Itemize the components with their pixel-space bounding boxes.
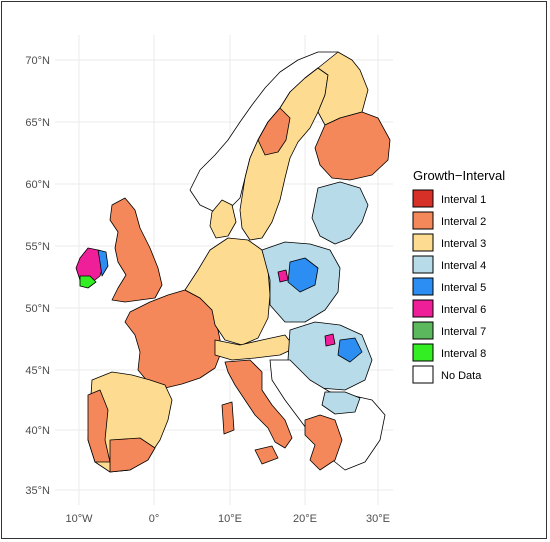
region-ireland (75, 247, 105, 285)
legend-swatch (412, 233, 434, 252)
lon-label: 10°E (218, 513, 242, 525)
legend-swatch (412, 299, 434, 318)
region-baltics (311, 181, 369, 245)
lon-label: 30°E (366, 513, 390, 525)
legend: Growth−Interval Interval 1 Interval 2 Inte… (412, 168, 505, 384)
region-sardinia (221, 401, 235, 435)
lat-label: 35°N (25, 485, 50, 497)
lat-label: 55°N (25, 241, 50, 253)
lon-label: 0° (149, 513, 160, 525)
lat-label: 40°N (25, 425, 50, 437)
region-ireland-east (97, 249, 109, 277)
region-finland-south (314, 111, 391, 181)
lat-label: 65°N (25, 117, 50, 129)
region-poland-blue (287, 257, 319, 293)
region-germany (184, 237, 271, 346)
legend-label: Interval 3 (441, 238, 486, 250)
region-france (124, 289, 223, 389)
region-spain-south (109, 437, 156, 473)
legend-label: Interval 2 (441, 216, 486, 228)
region-sicily (254, 445, 279, 465)
legend-swatch (412, 255, 434, 274)
region-greece (304, 414, 343, 471)
region-balkans (269, 359, 386, 471)
region-great-britain (109, 197, 163, 303)
region-denmark (209, 199, 237, 239)
legend-label: No Data (441, 370, 482, 382)
legend-swatch (412, 321, 434, 340)
legend-swatch (412, 189, 434, 208)
region-iberia-west (87, 389, 111, 463)
longitude-labels: 10°W 0° 10°E 20°E 30°E (65, 513, 390, 525)
lat-label: 70°N (25, 55, 50, 67)
legend-label: Interval 1 (441, 194, 486, 206)
lat-label: 50°N (25, 303, 50, 315)
region-ireland-west (79, 275, 97, 289)
legend-label: Interval 6 (441, 304, 486, 316)
legend-label: Interval 5 (441, 282, 486, 294)
latitude-labels: 70°N 65°N 60°N 55°N 50°N 45°N 40°N 35°N (25, 55, 50, 497)
legend-swatch (412, 343, 434, 362)
region-bulgaria (321, 391, 361, 415)
legend-title: Growth−Interval (413, 168, 505, 183)
lon-label: 10°W (65, 513, 93, 525)
region-sweden-south (257, 107, 291, 156)
legend-swatch (412, 211, 434, 230)
legend-label: Interval 8 (441, 348, 486, 360)
region-carpathian-blue (337, 337, 363, 363)
legend-label: Interval 4 (441, 260, 486, 272)
legend-swatch (412, 365, 434, 384)
region-italy (224, 359, 293, 449)
region-carpathian-magenta (324, 333, 336, 347)
europe-map (75, 51, 391, 473)
lon-label: 20°E (293, 513, 317, 525)
legend-label: Interval 7 (441, 326, 486, 338)
region-poland-magenta (277, 269, 289, 283)
region-alps (214, 334, 296, 361)
legend-swatch (412, 277, 434, 296)
lat-label: 45°N (25, 365, 50, 377)
lat-label: 60°N (25, 179, 50, 191)
